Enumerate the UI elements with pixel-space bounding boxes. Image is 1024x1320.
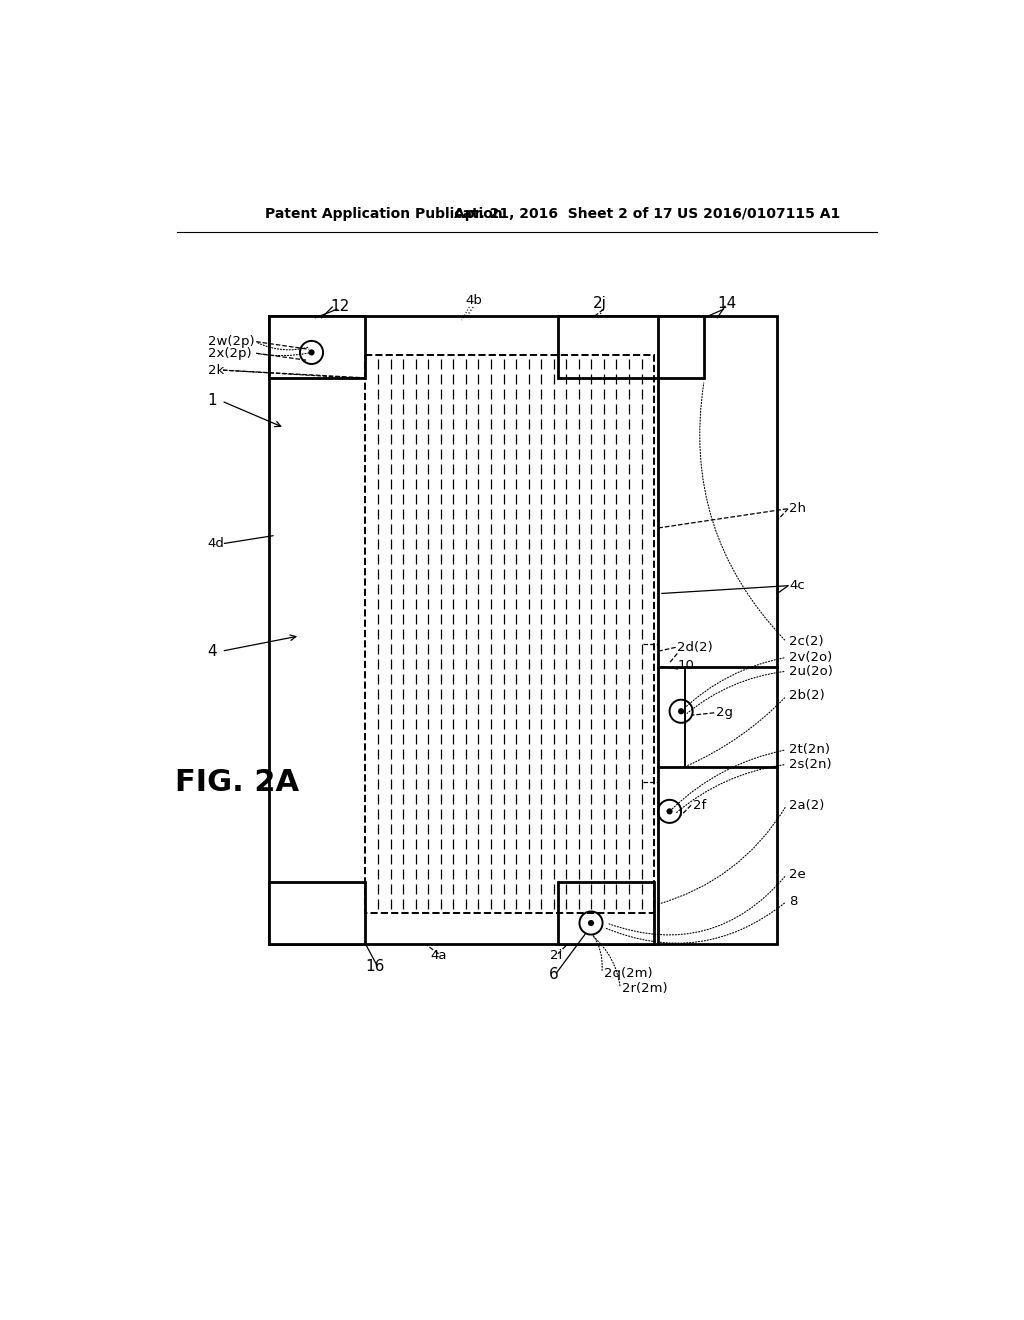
Text: 2q(2m): 2q(2m) [604, 966, 652, 979]
Text: 8: 8 [788, 895, 798, 908]
Text: 6: 6 [549, 968, 558, 982]
Bar [558, 317, 705, 378]
Text: 1: 1 [208, 393, 217, 408]
Circle shape [667, 808, 673, 814]
Text: 16: 16 [366, 960, 385, 974]
Text: 2d(2): 2d(2) [677, 640, 713, 653]
Text: US 2016/0107115 A1: US 2016/0107115 A1 [677, 207, 841, 220]
Text: 2a(2): 2a(2) [788, 799, 824, 812]
Text: 4c: 4c [788, 579, 805, 593]
Text: 4d: 4d [208, 537, 224, 550]
Text: 4: 4 [208, 644, 217, 659]
Text: 2i: 2i [550, 949, 562, 962]
Text: 2j: 2j [593, 296, 606, 310]
Text: 12: 12 [331, 298, 350, 314]
Circle shape [308, 350, 314, 355]
Bar [269, 317, 366, 378]
Text: 4b: 4b [466, 294, 482, 308]
Bar [269, 317, 777, 944]
Text: 2f: 2f [692, 799, 706, 812]
Text: 2h: 2h [788, 502, 806, 515]
Text: 10: 10 [677, 659, 694, 672]
Text: 2s(2n): 2s(2n) [788, 758, 831, 771]
Bar [366, 355, 654, 913]
Text: 2c(2): 2c(2) [788, 635, 823, 648]
Circle shape [678, 708, 684, 714]
Text: Patent Application Publication: Patent Application Publication [265, 207, 503, 220]
Text: 2t(2n): 2t(2n) [788, 743, 829, 756]
Circle shape [588, 920, 594, 927]
Text: 14: 14 [717, 296, 736, 310]
Bar [558, 882, 654, 944]
Text: 2w(2p): 2w(2p) [208, 335, 254, 348]
Text: FIG. 2A: FIG. 2A [175, 768, 299, 796]
Bar [269, 882, 366, 944]
Text: 2g: 2g [716, 706, 733, 719]
Text: Apr. 21, 2016  Sheet 2 of 17: Apr. 21, 2016 Sheet 2 of 17 [454, 207, 673, 220]
Text: 2k: 2k [208, 363, 224, 376]
Text: 2v(2o): 2v(2o) [788, 651, 833, 664]
Text: 2b(2): 2b(2) [788, 689, 824, 702]
Text: 2u(2o): 2u(2o) [788, 665, 833, 677]
Text: 4a: 4a [431, 949, 447, 962]
Text: 2r(2m): 2r(2m) [622, 982, 668, 995]
Text: 2x(2p): 2x(2p) [208, 347, 251, 360]
Text: 2e: 2e [788, 869, 806, 880]
